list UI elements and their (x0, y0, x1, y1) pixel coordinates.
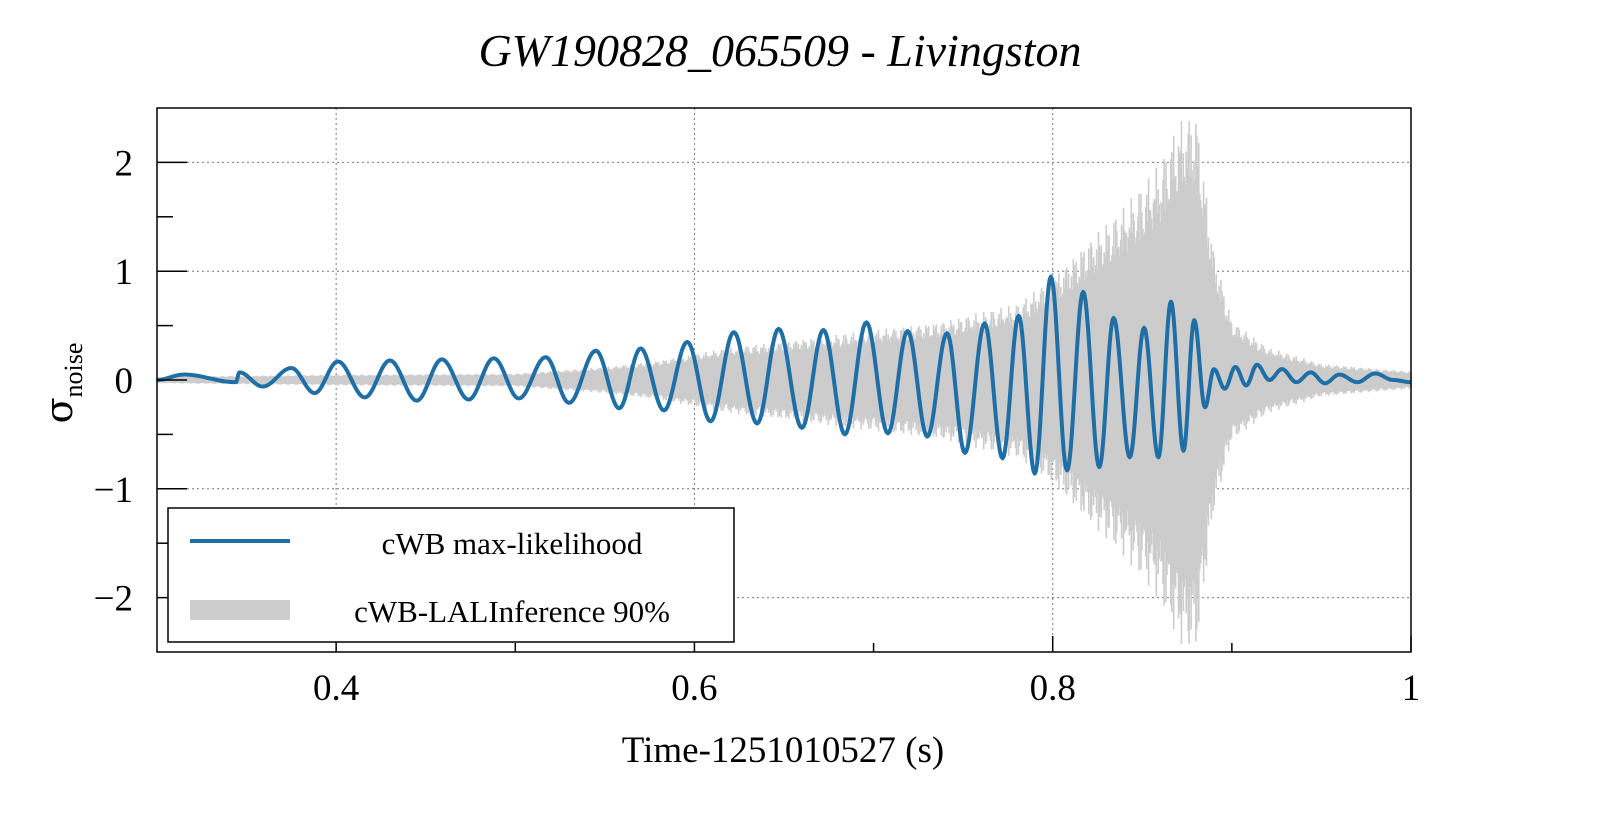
x-tick-label: 0.4 (313, 668, 359, 709)
legend-band-swatch (190, 600, 290, 620)
plot-area: 0.4 0.6 0.8 1 −2 −1 0 1 2 (94, 107, 1421, 709)
waveform-line (156, 274, 1412, 476)
legend: cWB max-likelihood cWB-LALInference 90% (167, 507, 735, 643)
y-axis-title: σnoise (37, 343, 88, 424)
x-tick-label: 0.8 (1030, 668, 1076, 709)
y-tick-label: 1 (115, 252, 134, 293)
legend-label-lalinference: cWB-LALInference 90% (354, 594, 670, 629)
x-tick-label: 1 (1402, 668, 1421, 709)
y-tick-label: 0 (115, 361, 134, 402)
legend-label-max-likelihood: cWB max-likelihood (382, 526, 643, 561)
y-axis-subscript: noise (59, 343, 88, 398)
chart-title: GW190828_065509 - Livingston (478, 25, 1081, 76)
x-axis-label: Time-1251010527 (s) (622, 730, 944, 771)
x-tick-label: 0.6 (671, 668, 717, 709)
y-tick-label: −2 (94, 579, 133, 620)
y-axis-symbol: σ (37, 397, 81, 423)
y-tick-label: 2 (115, 143, 134, 184)
y-tick-label: −1 (94, 470, 133, 511)
y-axis-label: σnoise (37, 343, 88, 424)
x-axis-title: Time-1251010527 (s) (622, 730, 944, 771)
